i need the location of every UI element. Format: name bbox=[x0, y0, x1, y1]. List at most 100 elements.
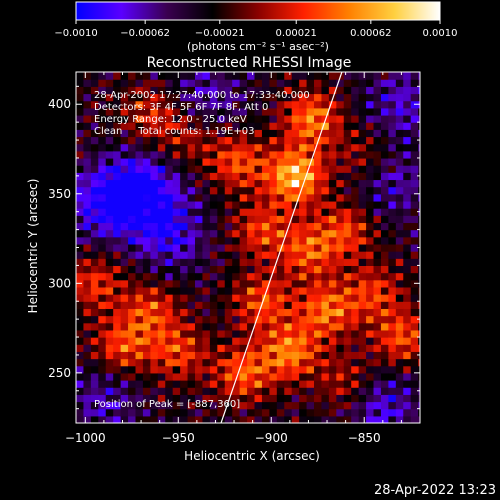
heatmap-cell bbox=[239, 86, 248, 95]
heatmap-cell bbox=[366, 157, 375, 166]
heatmap-cell bbox=[358, 172, 367, 181]
heatmap-cell bbox=[291, 380, 300, 388]
heatmap-cell bbox=[239, 358, 248, 367]
heatmap-cell bbox=[351, 294, 360, 302]
heatmap-cell bbox=[120, 122, 129, 130]
heatmap-cell bbox=[410, 179, 419, 188]
heatmap-cell bbox=[373, 208, 382, 216]
heatmap-cell bbox=[358, 315, 367, 324]
heatmap-cell bbox=[328, 415, 337, 423]
heatmap-cell bbox=[113, 186, 122, 195]
heatmap-cell bbox=[209, 114, 218, 123]
heatmap-cell bbox=[373, 401, 382, 410]
heatmap-cell bbox=[306, 215, 315, 224]
heatmap-cell bbox=[343, 315, 352, 324]
heatmap-cell bbox=[90, 86, 99, 95]
heatmap-cell bbox=[299, 415, 308, 423]
heatmap-cell bbox=[321, 372, 330, 381]
heatmap-cell bbox=[351, 286, 360, 295]
heatmap-cell bbox=[224, 179, 233, 188]
heatmap-cell bbox=[217, 272, 226, 281]
heatmap-cell bbox=[410, 272, 419, 281]
heatmap-cell bbox=[395, 100, 404, 109]
heatmap-cell bbox=[291, 394, 300, 403]
heatmap-cell bbox=[209, 107, 218, 116]
heatmap-cell bbox=[299, 365, 308, 374]
heatmap-cell bbox=[351, 301, 360, 309]
heatmap-cell bbox=[343, 358, 352, 367]
heatmap-cell bbox=[239, 337, 248, 345]
heatmap-cell bbox=[195, 72, 204, 80]
heatmap-cell bbox=[254, 380, 263, 388]
heatmap-cell bbox=[224, 229, 233, 238]
heatmap-cell bbox=[217, 208, 226, 216]
heatmap-cell bbox=[343, 193, 352, 202]
heatmap-cell bbox=[83, 222, 92, 231]
colorbar-units-label: (photons cm⁻² s⁻¹ asec⁻²) bbox=[187, 40, 329, 53]
heatmap-cell bbox=[321, 365, 330, 374]
heatmap-cell bbox=[209, 394, 218, 403]
heatmap-cell bbox=[202, 193, 211, 202]
heatmap-cell bbox=[247, 272, 256, 281]
heatmap-cell bbox=[366, 100, 375, 109]
heatmap-cell bbox=[76, 272, 85, 281]
heatmap-cell bbox=[239, 200, 248, 209]
heatmap-cell bbox=[195, 308, 204, 317]
heatmap-cell bbox=[187, 322, 196, 331]
heatmap-cell bbox=[321, 122, 330, 130]
heatmap-cell bbox=[120, 286, 129, 295]
heatmap-cell bbox=[254, 222, 263, 231]
heatmap-cell bbox=[269, 236, 278, 245]
heatmap-cell bbox=[388, 322, 397, 331]
heatmap-cell bbox=[328, 358, 337, 367]
heatmap-cell bbox=[76, 329, 85, 338]
heatmap-cell bbox=[90, 329, 99, 338]
heatmap-cell bbox=[128, 272, 137, 281]
heatmap-cell bbox=[120, 401, 129, 410]
heatmap-cell bbox=[261, 315, 270, 324]
heatmap-cell bbox=[150, 172, 159, 181]
heatmap-cell bbox=[142, 294, 151, 302]
heatmap-cell bbox=[239, 72, 248, 80]
heatmap-cell bbox=[366, 251, 375, 259]
heatmap-cell bbox=[328, 337, 337, 345]
heatmap-cell bbox=[180, 358, 189, 367]
heatmap-cell bbox=[380, 157, 389, 166]
x-axis-tick-labels: −1000 −950 −900 −850 bbox=[65, 431, 381, 445]
heatmap-cell bbox=[105, 337, 114, 345]
heatmap-cell bbox=[261, 114, 270, 123]
heatmap-cell bbox=[276, 143, 285, 152]
heatmap-cell bbox=[195, 114, 204, 123]
heatmap-cell bbox=[388, 286, 397, 295]
heatmap-cell bbox=[172, 107, 181, 116]
heatmap-cell bbox=[403, 243, 412, 252]
heatmap-cell bbox=[403, 179, 412, 188]
heatmap-cell bbox=[314, 401, 323, 410]
heatmap-cell bbox=[165, 329, 174, 338]
heatmap-cell bbox=[150, 286, 159, 295]
heatmap-cell bbox=[202, 93, 211, 102]
heatmap-cell bbox=[90, 222, 99, 231]
heatmap-cell bbox=[142, 72, 151, 80]
heatmap-cell bbox=[261, 122, 270, 130]
heatmap-cell bbox=[299, 136, 308, 145]
heatmap-cell bbox=[254, 387, 263, 395]
heatmap-cell bbox=[403, 258, 412, 266]
heatmap-cell bbox=[358, 365, 367, 374]
heatmap-cell bbox=[83, 301, 92, 309]
heatmap-cell bbox=[98, 308, 107, 317]
heatmap-cell bbox=[306, 129, 315, 138]
heatmap-cell bbox=[120, 415, 129, 423]
heatmap-cell bbox=[284, 172, 293, 181]
heatmap-cell bbox=[172, 301, 181, 309]
heatmap-cell bbox=[276, 380, 285, 388]
heatmap-cell bbox=[261, 344, 270, 352]
heatmap-cell bbox=[195, 157, 204, 166]
heatmap-cell bbox=[321, 415, 330, 423]
heatmap-cell bbox=[343, 100, 352, 109]
colorbar-tick-label: 0.0010 bbox=[423, 28, 458, 39]
heatmap-cell bbox=[284, 107, 293, 116]
heatmap-cell bbox=[239, 79, 248, 87]
heatmap-cell bbox=[321, 150, 330, 159]
